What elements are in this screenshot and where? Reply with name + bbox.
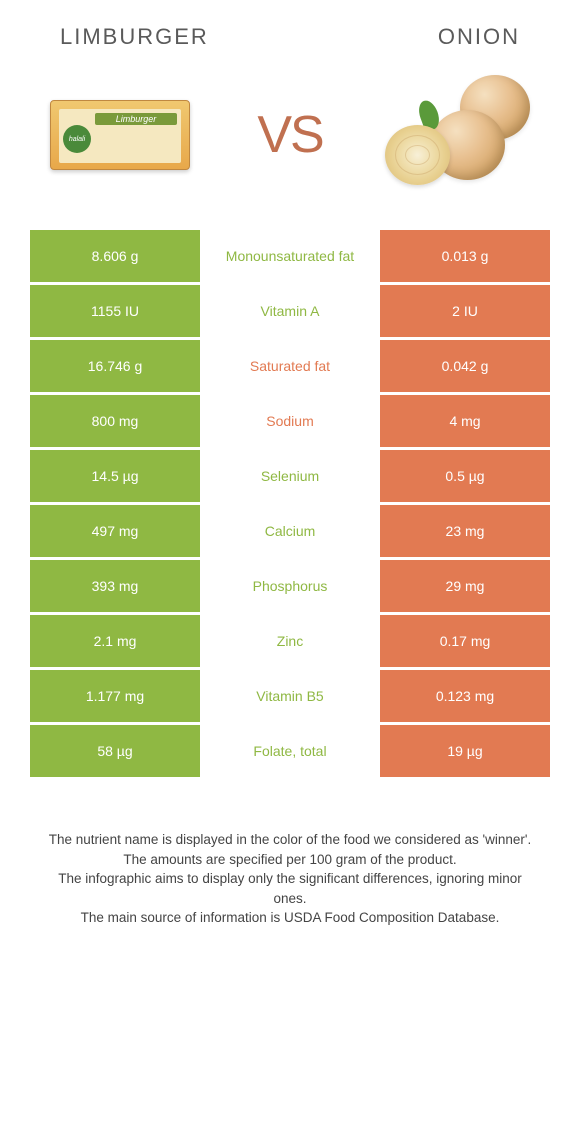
nutrient-name-cell: Saturated fat <box>200 340 380 392</box>
nutrient-name-cell: Zinc <box>200 615 380 667</box>
onion-image <box>380 70 540 200</box>
nutrient-name-cell: Selenium <box>200 450 380 502</box>
right-value-cell: 29 mg <box>380 560 550 612</box>
left-value-cell: 1.177 mg <box>30 670 200 722</box>
nutrient-name-cell: Monounsaturated fat <box>200 230 380 282</box>
right-value-cell: 4 mg <box>380 395 550 447</box>
left-value-cell: 497 mg <box>30 505 200 557</box>
cheese-name-label: Limburger <box>95 113 177 125</box>
limburger-image: halali Limburger <box>40 70 200 200</box>
table-row: 1.177 mgVitamin B50.123 mg <box>30 670 550 722</box>
right-value-cell: 19 µg <box>380 725 550 777</box>
nutrient-name-cell: Calcium <box>200 505 380 557</box>
right-value-cell: 0.123 mg <box>380 670 550 722</box>
table-row: 8.606 gMonounsaturated fat0.013 g <box>30 230 550 282</box>
footer-line: The nutrient name is displayed in the co… <box>40 830 540 850</box>
footer-line: The amounts are specified per 100 gram o… <box>40 850 540 870</box>
footer-notes: The nutrient name is displayed in the co… <box>0 780 580 928</box>
left-value-cell: 8.606 g <box>30 230 200 282</box>
left-value-cell: 393 mg <box>30 560 200 612</box>
cheese-brand-label: halali <box>63 125 91 153</box>
table-row: 393 mgPhosphorus29 mg <box>30 560 550 612</box>
table-row: 2.1 mgZinc0.17 mg <box>30 615 550 667</box>
right-value-cell: 0.013 g <box>380 230 550 282</box>
footer-line: The infographic aims to display only the… <box>40 869 540 908</box>
table-row: 497 mgCalcium23 mg <box>30 505 550 557</box>
nutrient-name-cell: Phosphorus <box>200 560 380 612</box>
onion-half-icon <box>385 125 450 185</box>
header-row: Limburger Onion <box>0 0 580 60</box>
vs-text: VS <box>257 105 322 165</box>
footer-line: The main source of information is USDA F… <box>40 908 540 928</box>
table-row: 14.5 µgSelenium0.5 µg <box>30 450 550 502</box>
left-value-cell: 1155 IU <box>30 285 200 337</box>
cheese-icon: halali Limburger <box>50 100 190 170</box>
vs-image-row: halali Limburger VS <box>0 60 580 230</box>
table-row: 16.746 gSaturated fat0.042 g <box>30 340 550 392</box>
table-row: 58 µgFolate, total19 µg <box>30 725 550 777</box>
nutrient-name-cell: Vitamin A <box>200 285 380 337</box>
left-food-title: Limburger <box>60 24 209 50</box>
right-value-cell: 2 IU <box>380 285 550 337</box>
right-value-cell: 0.042 g <box>380 340 550 392</box>
right-value-cell: 23 mg <box>380 505 550 557</box>
right-food-title: Onion <box>438 24 520 50</box>
nutrient-name-cell: Vitamin B5 <box>200 670 380 722</box>
left-value-cell: 14.5 µg <box>30 450 200 502</box>
nutrient-name-cell: Sodium <box>200 395 380 447</box>
left-value-cell: 800 mg <box>30 395 200 447</box>
right-value-cell: 0.5 µg <box>380 450 550 502</box>
table-row: 800 mgSodium4 mg <box>30 395 550 447</box>
nutrient-comparison-table: 8.606 gMonounsaturated fat0.013 g1155 IU… <box>0 230 580 777</box>
table-row: 1155 IUVitamin A2 IU <box>30 285 550 337</box>
left-value-cell: 58 µg <box>30 725 200 777</box>
left-value-cell: 2.1 mg <box>30 615 200 667</box>
nutrient-name-cell: Folate, total <box>200 725 380 777</box>
left-value-cell: 16.746 g <box>30 340 200 392</box>
right-value-cell: 0.17 mg <box>380 615 550 667</box>
